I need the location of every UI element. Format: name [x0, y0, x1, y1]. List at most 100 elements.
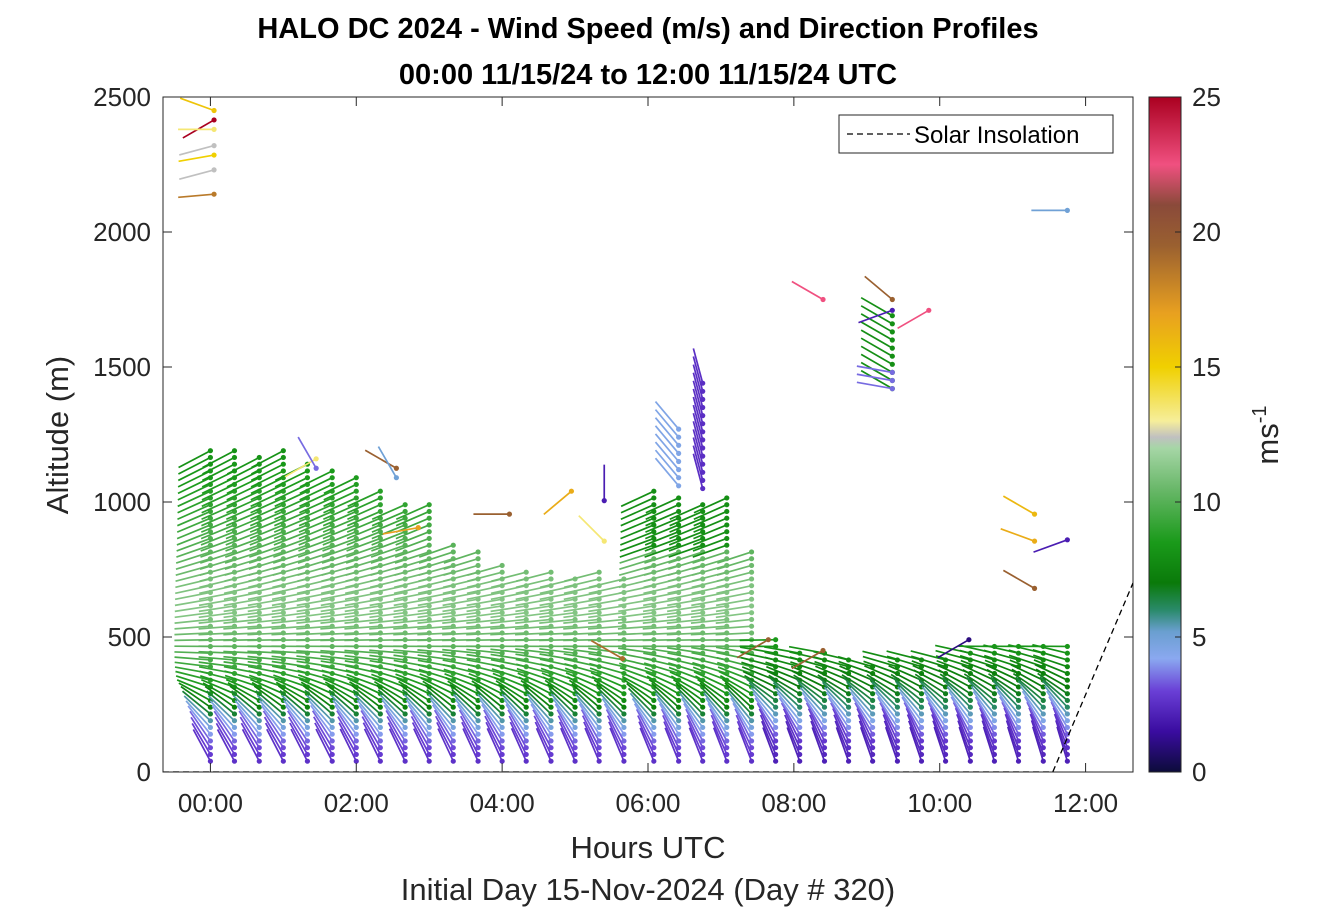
wind-barb-shaft [198, 611, 235, 619]
wind-barb [748, 549, 755, 555]
wind-barb-shaft [542, 676, 576, 695]
wind-barb-shaft [654, 433, 680, 463]
wind-barb [280, 758, 286, 764]
wind-barb [280, 461, 286, 467]
wind-barb-shaft [398, 680, 430, 702]
wind-barb-shaft [466, 584, 503, 595]
wind-barb-shaft [223, 632, 260, 636]
wind-barb [280, 711, 286, 717]
wind-barb [329, 731, 335, 737]
wind-barb-shaft [393, 632, 430, 636]
wind-barb-isolated-shaft [284, 458, 317, 478]
wind-barb [797, 724, 803, 731]
wind-barb [894, 711, 901, 717]
wind-barb-shaft [983, 649, 1019, 661]
wind-barb-shaft [515, 584, 552, 595]
wind-barb-shaft [211, 705, 236, 735]
wind-barb [231, 461, 238, 467]
wind-barb-shaft [618, 564, 655, 577]
wind-barb-shaft [535, 727, 552, 762]
wind-barb [621, 751, 627, 758]
wind-barb [724, 603, 730, 609]
wind-barb-isolated [393, 475, 399, 481]
wind-barb-shaft [339, 728, 358, 762]
wind-barb-shaft [882, 714, 899, 749]
wind-barb [1040, 745, 1046, 751]
wind-barb [845, 691, 852, 697]
wind-barb-isolated [1031, 538, 1038, 544]
wind-barb [700, 404, 706, 411]
wind-barb-shaft [449, 684, 479, 708]
wind-barb [231, 751, 238, 758]
wind-barb-shaft [213, 710, 236, 742]
wind-barb-shaft [223, 598, 260, 607]
wind-barb-shaft [298, 503, 333, 521]
wind-barb-shaft [901, 696, 923, 728]
wind-barb [1015, 731, 1022, 737]
wind-barb-shaft [774, 686, 801, 715]
wind-barb-shaft [692, 437, 704, 473]
wind-barb-shaft [707, 702, 728, 735]
wind-barb-shaft [748, 682, 777, 708]
wind-barb [596, 603, 602, 609]
wind-barb-shaft [442, 663, 479, 675]
wind-barb [353, 704, 359, 710]
wind-barb-shaft [961, 664, 995, 681]
wind-barb [329, 738, 335, 744]
wind-barb-shaft [1008, 649, 1044, 661]
wind-barb-shaft [539, 611, 576, 619]
wind-barb-shaft [532, 709, 552, 742]
wind-barb [426, 603, 432, 609]
wind-barb-shaft [823, 686, 850, 715]
wind-barb-shaft [466, 618, 503, 624]
wind-barb-shaft [299, 678, 333, 695]
wind-barb-shaft [177, 483, 211, 501]
wind-barb-isolated-shaft [178, 193, 215, 199]
wind-barb [700, 610, 706, 616]
wind-barb [280, 529, 286, 535]
wind-barb-shaft [296, 632, 333, 636]
wind-barb [329, 522, 335, 528]
wind-barb [231, 522, 238, 528]
wind-barb [724, 502, 730, 508]
wind-barb-shaft [717, 666, 752, 681]
wind-barb-isolated [211, 152, 217, 158]
wind-barb [475, 616, 481, 623]
wind-barb-shaft [454, 698, 479, 728]
wind-barb-shaft [178, 449, 211, 469]
wind-barb [1040, 704, 1046, 710]
wind-barb-shaft [692, 530, 728, 546]
wind-barb [676, 697, 682, 704]
wind-barb [621, 711, 627, 717]
wind-barb-shaft [539, 584, 576, 595]
wind-barb [889, 377, 895, 384]
wind-barb-shaft [716, 557, 752, 570]
wind-barb [280, 610, 286, 616]
wind-barb-shaft [296, 591, 333, 601]
wind-barb-shaft [247, 584, 284, 595]
wind-barb-shaft [734, 708, 753, 742]
wind-barb-shaft [716, 571, 752, 583]
wind-barb [773, 637, 779, 643]
wind-barb [621, 758, 627, 764]
wind-barb [499, 758, 505, 764]
wind-barb-shaft [617, 632, 654, 636]
wind-barb [523, 738, 529, 744]
wind-barb-shaft [174, 618, 211, 624]
wind-barb-shaft [789, 656, 825, 668]
wind-barb-shaft [837, 655, 873, 668]
wind-barb [329, 475, 335, 481]
wind-barb-shaft [302, 685, 333, 708]
wind-barb [353, 515, 359, 521]
wind-barb [748, 616, 755, 623]
wind-barb-shaft [298, 524, 333, 540]
wind-barb [572, 758, 578, 764]
wind-barb-shaft [710, 714, 728, 749]
wind-barb-shaft [258, 699, 284, 729]
wind-barb [426, 522, 432, 528]
wind-barb-shaft [198, 598, 235, 607]
wind-barb-shaft [518, 676, 552, 695]
wind-barb-shaft [656, 697, 680, 728]
wind-barb-shaft [271, 618, 308, 624]
wind-barb [499, 738, 505, 744]
